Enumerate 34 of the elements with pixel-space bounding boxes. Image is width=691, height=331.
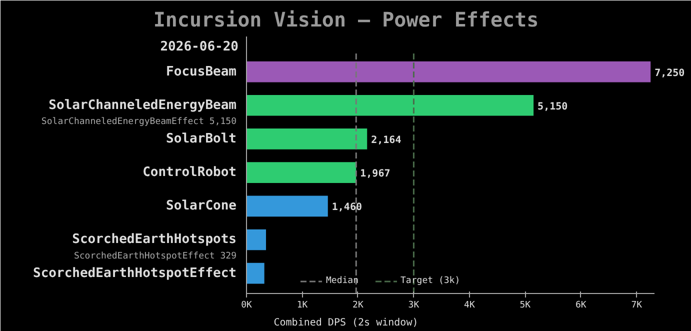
text: SolarChanneledEnergyBeamEffect 5,150 [41, 117, 237, 128]
y-tick-label: FocusBeam [166, 64, 237, 80]
y-tick-label: SolarCone [166, 198, 237, 214]
x-axis-title: Combined DPS (2s window) [274, 318, 418, 328]
y-tick-label: SolarBolt [166, 131, 237, 146]
chart-title: Incursion Vision — Power Effects [153, 8, 539, 32]
data-label: 7,250 [654, 68, 685, 79]
bar [246, 229, 266, 250]
x-tick-label: 6K [576, 300, 587, 310]
bar [246, 94, 534, 116]
x-tick-label: 5K [520, 300, 532, 310]
y-tick-label: ScorchedEarthHotspots [72, 232, 237, 248]
data-label: 1,460 [332, 202, 362, 214]
data-label: 5,150 [538, 101, 568, 112]
bar [246, 262, 264, 284]
x-tick-label: 1K [296, 300, 308, 310]
x-tick-label: 3K [408, 300, 420, 310]
x-tick-label: 4K [464, 300, 476, 310]
bar [246, 128, 368, 150]
y-tick-label: ControlRobot [142, 165, 236, 180]
y-tick-label: SolarChanneledEnergyBeam [48, 98, 237, 113]
ref-line-label: Target (3k) [400, 276, 460, 286]
data-label: 2,164 [371, 134, 402, 146]
y-tick-label: ScorchedEarthHotspotEffect [33, 266, 237, 281]
bar [246, 196, 328, 217]
x-tick-label: 7K [631, 300, 643, 310]
chart-subtitle: 2026-06-20 [160, 40, 239, 55]
bar [246, 61, 651, 82]
data-label: 1,967 [360, 168, 390, 180]
bar [246, 162, 356, 183]
x-tick-label: 0K [241, 300, 252, 310]
x-tick-label: 2K [352, 300, 364, 310]
text: ScorchedEarthHotspotEffect 329 [74, 252, 237, 262]
ref-line-label: Median [326, 276, 359, 286]
